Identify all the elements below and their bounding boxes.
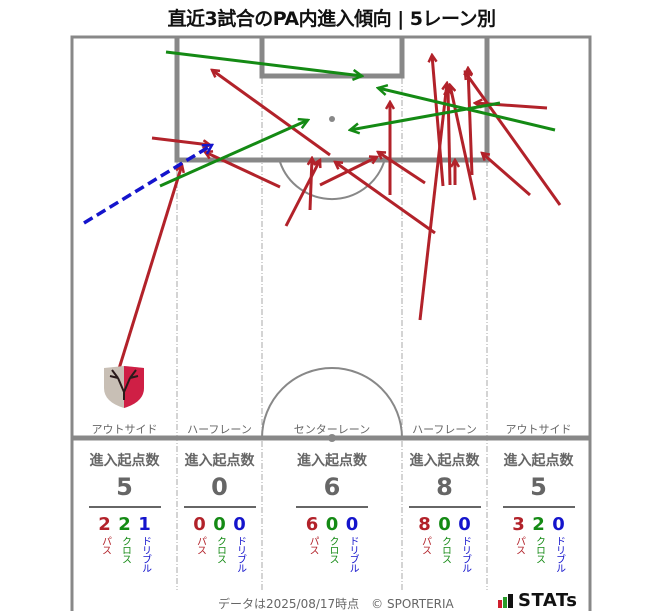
cross-label: クロス	[327, 536, 338, 563]
data-timestamp-note: データは2025/08/17時点 © SPORTERIA	[218, 597, 454, 611]
pass-label: パス	[419, 536, 431, 554]
lane-stats-halfspace-left: 進入起点数 0 0 パス 0 クロス 0 ドリブル	[177, 450, 262, 572]
stats-logo: STATs	[498, 590, 577, 611]
penalty-spot	[329, 116, 335, 122]
lane-label-outside-right: アウトサイド	[505, 423, 572, 436]
pass-count: 0	[193, 514, 206, 535]
lane-label-halfspace-right: ハーフレーン	[412, 423, 477, 436]
pass-count: 3	[512, 514, 525, 535]
center-circle	[261, 367, 403, 439]
stat-total: 6	[323, 473, 341, 501]
stat-header: 進入起点数	[184, 453, 255, 469]
divider	[502, 506, 575, 508]
pass-arrows	[116, 55, 562, 373]
cross-count: 0	[213, 514, 226, 535]
cross-count: 0	[325, 514, 339, 535]
stats-logo-text: STATs	[518, 590, 578, 611]
dribble-label: ドリブル	[139, 536, 151, 572]
stat-total: 5	[116, 473, 133, 501]
lane-label-outside-left: アウトサイド	[91, 423, 158, 436]
pass-count: 2	[98, 514, 111, 535]
cross-count: 0	[438, 514, 451, 535]
cross-label: クロス	[214, 536, 226, 563]
cross-count: 2	[532, 514, 545, 535]
stat-header: 進入起点数	[89, 453, 160, 469]
dribble-arrows	[83, 143, 212, 225]
pass-label: パス	[513, 536, 525, 554]
dribble-count: 0	[345, 514, 359, 535]
lane-stats-outside-left: 進入起点数 5 2 パス 2 クロス 1 ドリブル	[72, 450, 177, 572]
pass-label: パス	[99, 536, 111, 554]
stat-header: 進入起点数	[409, 453, 480, 469]
cross-label: クロス	[533, 536, 545, 563]
dribble-count: 0	[552, 514, 565, 535]
dribble-label: ドリブル	[234, 536, 246, 572]
lane-label-center: センターレーン	[293, 423, 371, 436]
stat-total: 5	[530, 473, 547, 501]
divider	[88, 506, 161, 508]
stat-header: 進入起点数	[297, 453, 367, 469]
lane-stats-outside-right: 進入起点数 5 3 パス 2 クロス 0 ドリブル	[487, 450, 590, 572]
lane-dividers	[176, 78, 488, 590]
cross-arrows	[159, 50, 556, 188]
dribble-label: ドリブル	[459, 536, 471, 572]
dribble-count: 1	[138, 514, 151, 535]
divider	[408, 506, 481, 508]
cross-count: 2	[118, 514, 131, 535]
penalty-arc	[279, 161, 385, 201]
goal-area	[259, 37, 405, 79]
dribble-count: 0	[233, 514, 246, 535]
team-crest-icon	[104, 366, 144, 408]
pass-count: 6	[305, 514, 319, 535]
stat-total: 8	[436, 473, 453, 501]
stat-total: 0	[211, 473, 228, 501]
bar-chart-logo-icon	[498, 593, 513, 608]
page-title: 直近3試合のPA内進入傾向 | 5レーン別	[167, 8, 496, 30]
center-spot	[328, 434, 336, 442]
cross-label: クロス	[439, 536, 451, 563]
lane-stats-halfspace-right: 進入起点数 8 8 パス 0 クロス 0 ドリブル	[402, 450, 487, 572]
divider	[296, 506, 368, 508]
penalty-area	[174, 37, 490, 163]
pass-count: 8	[418, 514, 431, 535]
dribble-label: ドリブル	[553, 536, 565, 572]
cross-label: クロス	[119, 536, 131, 563]
lane-label-halfspace-left: ハーフレーン	[187, 423, 252, 436]
lane-stats-center: 進入起点数 6 6 パス 0 クロス 0 ドリブル	[262, 450, 402, 572]
divider	[183, 506, 256, 508]
pass-label: パス	[307, 536, 318, 554]
dribble-label: ドリブル	[347, 536, 358, 572]
pass-label: パス	[194, 536, 206, 554]
pitch-border	[70, 35, 592, 611]
dribble-count: 0	[458, 514, 471, 535]
stat-header: 進入起点数	[503, 453, 574, 469]
